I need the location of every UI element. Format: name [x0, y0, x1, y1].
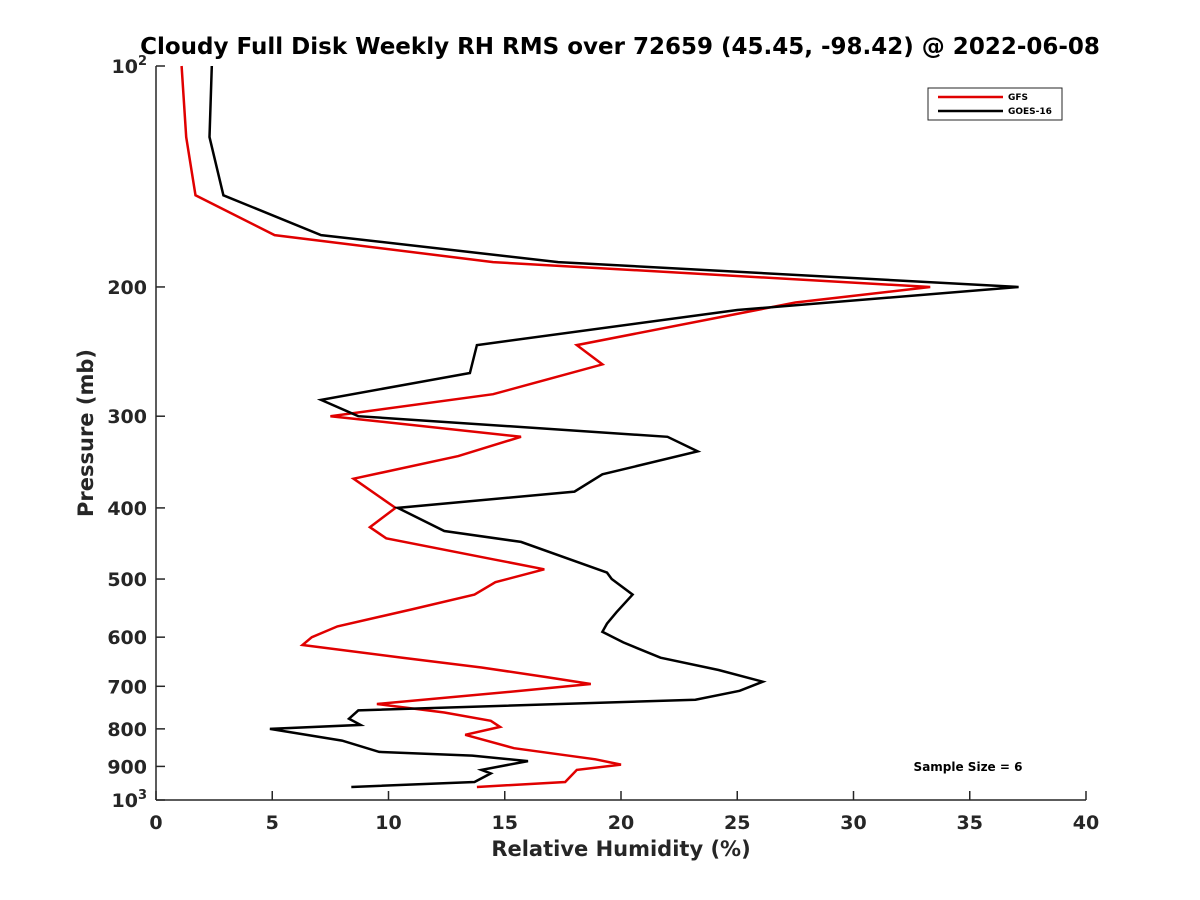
y-tick-label: 200	[107, 277, 147, 299]
x-tick-label: 20	[608, 812, 634, 834]
x-tick-label: 15	[492, 812, 518, 834]
legend: GFS GOES-16	[927, 87, 1063, 121]
x-tick-label: 40	[1073, 812, 1099, 834]
legend-box	[927, 87, 1063, 121]
x-tick-label: 35	[957, 812, 983, 834]
x-axis-label: Relative Humidity (%)	[491, 837, 750, 861]
x-tick-label: 25	[724, 812, 750, 834]
legend-label-goes16: GOES-16	[1008, 107, 1052, 117]
x-tick-label: 10	[375, 812, 401, 834]
sample-size-annotation: Sample Size = 6	[914, 760, 1023, 774]
chart-title: Cloudy Full Disk Weekly RH RMS over 7265…	[140, 34, 1100, 60]
y-tick-label: 600	[107, 627, 147, 649]
y-axis-label: Pressure (mb)	[74, 349, 98, 517]
series-line-gfs	[180, 65, 931, 789]
x-tick-label: 30	[840, 812, 866, 834]
y-tick-label: 400	[107, 498, 147, 520]
legend-label-gfs: GFS	[1008, 93, 1028, 103]
plot-area	[180, 65, 1019, 789]
axis-ticks: 0 5 10 15 20 25 30 35 40 102 200 300 400 500 600 700 800…	[107, 54, 1099, 834]
y-tick-label: 500	[107, 569, 147, 591]
series-line-goes16	[208, 65, 1019, 789]
x-tick-label: 0	[149, 812, 162, 834]
y-tick-label: 800	[107, 719, 147, 741]
y-tick-label: 102	[112, 54, 148, 78]
x-tick-label: 5	[266, 812, 279, 834]
y-tick-label: 900	[107, 756, 147, 778]
y-tick-label: 103	[112, 788, 148, 812]
y-tick-label: 700	[107, 676, 147, 698]
y-tick-label: 300	[107, 406, 147, 428]
